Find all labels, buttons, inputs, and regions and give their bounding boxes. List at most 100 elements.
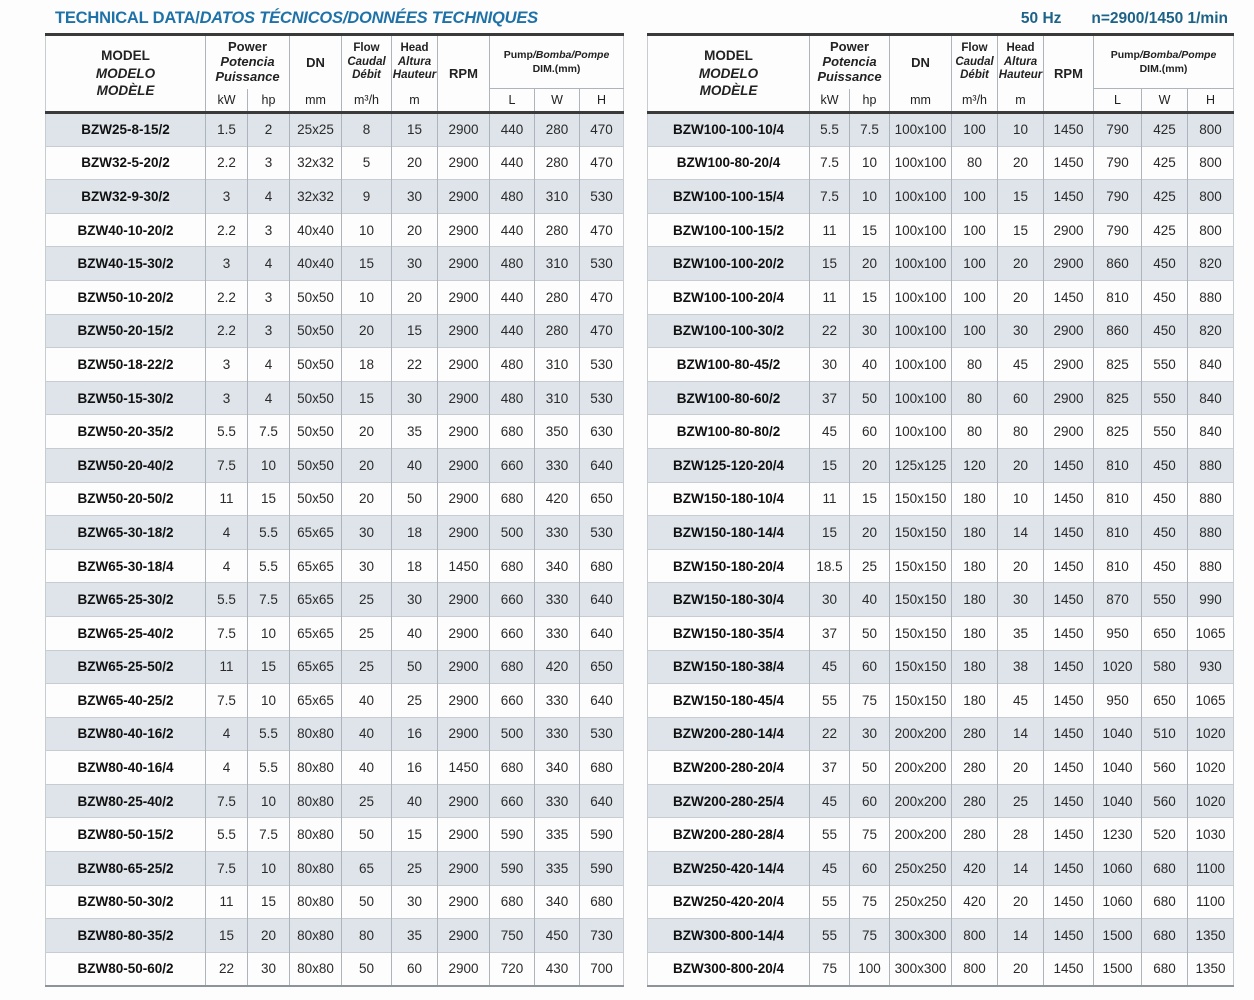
spec-value-cell: 310 (534, 179, 580, 214)
spec-row: BZW100-100-10/4 5.5 7.5 100x100 100 10 1450 790… (647, 112, 1234, 147)
spec-value-cell: 330 (534, 683, 580, 718)
spec-value-cell: 40 (849, 582, 890, 617)
spec-value-cell: 3 (205, 380, 248, 415)
spec-value-cell: 80 (951, 414, 998, 449)
spec-row: BZW80-50-60/2 22 30 80x80 50 60 2900 720 430 700 (45, 951, 624, 986)
spec-row: BZW80-50-30/2 11 15 80x80 50 30 2900 680 340 680 (45, 884, 624, 919)
spec-value-cell: 20 (997, 246, 1044, 281)
spec-value-cell: 37 (809, 615, 850, 650)
spec-value-cell: 680 (579, 750, 624, 785)
spec-value-cell: 80x80 (289, 918, 342, 953)
spec-value-cell: 100 (951, 246, 998, 281)
unit-length: L (1093, 88, 1142, 113)
model-name-cell: BZW80-40-16/4 (45, 750, 206, 785)
model-name-cell: BZW65-25-50/2 (45, 649, 206, 684)
spec-value-cell: 40 (341, 750, 392, 785)
spec-value-cell: 1450 (437, 548, 490, 583)
spec-value-cell: 340 (534, 548, 580, 583)
spec-value-cell: 2900 (437, 380, 490, 415)
spec-value-cell: 30 (391, 884, 438, 919)
spec-value-cell: 840 (1187, 380, 1234, 415)
dim-languages-label: Pump/Bomba/Pompe (503, 48, 610, 61)
head-label-fr: Hauteur (998, 68, 1043, 81)
model-name-cell: BZW100-100-10/4 (647, 112, 810, 147)
spec-value-cell: 30 (391, 246, 438, 281)
model-name-cell: BZW200-280-28/4 (647, 817, 810, 852)
spec-table-left-header: MODEL MODELO MODÈLE Power Potencia Puiss… (45, 34, 624, 113)
spec-value-cell: 14 (997, 515, 1044, 550)
spec-value-cell: 1450 (1043, 112, 1094, 147)
spec-value-cell: 530 (579, 347, 624, 382)
unit-width: W (534, 88, 580, 113)
spec-value-cell: 100x100 (889, 313, 952, 348)
spec-value-cell: 560 (1141, 783, 1188, 818)
spec-row: BZW65-25-30/2 5.5 7.5 65x65 25 30 2900 660 330 64… (45, 582, 624, 617)
spec-value-cell: 4 (247, 347, 290, 382)
spec-value-cell: 30 (849, 716, 890, 751)
spec-value-cell: 30 (391, 582, 438, 617)
spec-value-cell: 530 (579, 179, 624, 214)
spec-value-cell: 1450 (1043, 481, 1094, 516)
frequency-value: 50 Hz (1020, 10, 1062, 27)
spec-value-cell: 20 (341, 447, 392, 483)
spec-value-cell: 2900 (437, 683, 490, 718)
spec-value-cell: 55 (809, 918, 850, 953)
spec-row: BZW32-9-30/2 3 4 32x32 9 30 2900 480 310 530 (45, 179, 624, 214)
spec-value-cell: 11 (205, 884, 248, 919)
spec-value-cell: 10 (341, 212, 392, 247)
spec-value-cell: 680 (489, 750, 535, 785)
spec-value-cell: 950 (1093, 615, 1142, 650)
spec-value-cell: 680 (579, 548, 624, 583)
power-label-es: Potencia (220, 53, 275, 69)
spec-value-cell: 80x80 (289, 951, 342, 986)
spec-value-cell: 280 (951, 783, 998, 818)
spec-value-cell: 14 (997, 716, 1044, 751)
spec-value-cell: 650 (579, 481, 624, 516)
spec-value-cell: 335 (534, 851, 580, 886)
column-header-head: Head Altura Hauteur (997, 34, 1044, 89)
spec-row: BZW50-20-50/2 11 15 50x50 20 50 2900 680 420 650 (45, 481, 624, 516)
unit-head-m: m (997, 88, 1044, 113)
spec-value-cell: 450 (1141, 313, 1188, 348)
spec-value-cell: 150x150 (889, 582, 952, 617)
model-name-cell: BZW50-20-40/2 (45, 447, 206, 483)
spec-value-cell: 2900 (437, 817, 490, 852)
model-name-cell: BZW125-120-20/4 (647, 447, 810, 483)
spec-value-cell: 60 (849, 783, 890, 818)
spec-value-cell: 1450 (1043, 750, 1094, 785)
model-name-cell: BZW50-20-15/2 (45, 313, 206, 348)
spec-value-cell: 1065 (1187, 683, 1234, 718)
spec-value-cell: 2900 (437, 716, 490, 751)
spec-value-cell: 37 (809, 750, 850, 785)
spec-value-cell: 1450 (1043, 649, 1094, 684)
spec-value-cell: 7.5 (809, 179, 850, 214)
spec-value-cell: 5.5 (247, 548, 290, 583)
spec-value-cell: 28 (997, 817, 1044, 852)
column-header-rpm: RPM (1043, 34, 1094, 113)
spec-value-cell: 450 (1141, 246, 1188, 281)
spec-value-cell: 30 (341, 515, 392, 550)
spec-value-cell: 20 (341, 313, 392, 348)
model-name-cell: BZW80-50-15/2 (45, 817, 206, 852)
spec-value-cell: 65x65 (289, 582, 342, 617)
spec-value-cell: 25 (391, 683, 438, 718)
spec-value-cell: 15 (391, 817, 438, 852)
spec-value-cell: 440 (489, 313, 535, 348)
model-name-cell: BZW40-15-30/2 (45, 246, 206, 281)
spec-value-cell: 7.5 (247, 582, 290, 617)
spec-value-cell: 580 (1141, 649, 1188, 684)
spec-value-cell: 510 (1141, 716, 1188, 751)
column-header-dn: DN (289, 34, 342, 89)
spec-value-cell: 870 (1093, 582, 1142, 617)
model-name-cell: BZW100-100-15/4 (647, 179, 810, 214)
spec-value-cell: 20 (997, 951, 1044, 986)
spec-value-cell: 420 (534, 481, 580, 516)
spec-value-cell: 5 (341, 145, 392, 180)
spec-value-cell: 35 (391, 414, 438, 449)
spec-value-cell: 50 (849, 380, 890, 415)
spec-value-cell: 20 (997, 279, 1044, 315)
spec-value-cell: 32x32 (289, 145, 342, 180)
spec-value-cell: 20 (849, 246, 890, 281)
spec-value-cell: 800 (951, 918, 998, 953)
spec-value-cell: 2900 (1043, 347, 1094, 382)
